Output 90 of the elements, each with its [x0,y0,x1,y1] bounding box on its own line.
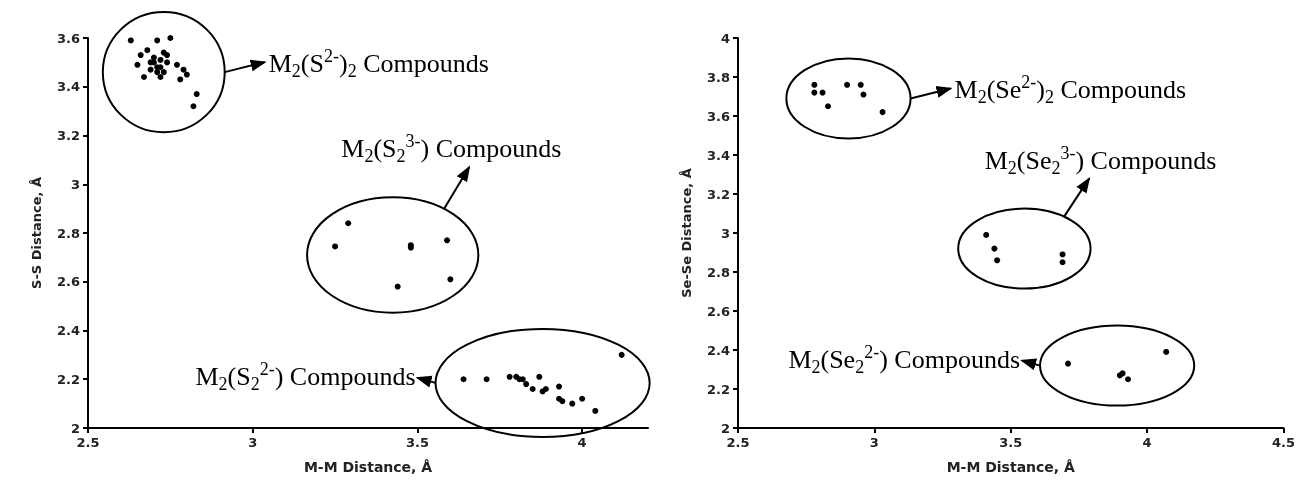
point [127,37,134,44]
y-tick-label: 3.6 [56,30,80,46]
series-label: M$_{2}$(Se$_{2}$$^{2-}$) Compounds [788,341,1021,377]
point [1065,360,1072,367]
x-tick-label: 4 [1142,435,1152,450]
point [523,381,530,388]
y-tick-label: 2.4 [56,323,80,338]
point [157,74,164,80]
y-tick-label: 2.6 [56,274,80,290]
point [160,49,167,56]
y-tick-label: 2 [720,420,730,436]
point [154,37,161,44]
y-tick-label: 3.2 [56,128,80,143]
x-tick-label: 2.5 [76,435,100,450]
point [483,376,490,383]
point [819,89,826,96]
point [991,245,998,252]
y-tick-label: 3.8 [706,69,730,85]
point [983,231,990,238]
y-tick-label: 3.4 [56,79,80,95]
point [1163,348,1170,355]
point [444,237,451,244]
x-tick-label: 3 [248,435,258,450]
y-tick-label: 4 [720,30,730,46]
series-label: M$_{2}$(S$_{2}$$^{2-}$) Compounds [195,359,416,395]
point [1125,376,1132,383]
point [994,257,1001,264]
text: M$_{2}$(S$_{2}$$^{3-}$) Compounds [341,131,562,167]
y-tick-label: 2.2 [56,371,80,387]
text: M$_{2}$(Se$_{2}$$^{3-}$) Compounds [984,142,1217,178]
point [447,276,454,283]
point [460,376,467,383]
point [579,395,586,402]
y-tick-label: 2.2 [706,381,730,397]
point [1059,251,1066,258]
point [147,66,154,73]
point [167,35,174,41]
point [173,61,180,68]
point [811,89,818,96]
point [134,61,141,68]
point [1059,259,1066,266]
point [164,59,171,66]
point [332,243,339,250]
y-tick-label: 2 [70,420,80,436]
y-tick-label: 3 [720,225,730,241]
point [144,47,151,54]
y-tick-label: 3 [70,176,80,192]
point [193,91,200,98]
point [137,52,144,59]
legend-label: M$_{2}$(Se$^{2-}$)$_{2}$ Compounds [954,72,1187,108]
point [825,103,832,110]
x-tick-label: 2.5 [726,435,750,450]
point [860,91,867,98]
point [177,76,184,83]
x-tick-label: 3 [869,435,879,450]
y-tick-label: 2.8 [706,264,730,280]
legend-label: M$_{2}$(S$^{2-}$)$_{2}$ Compounds [268,46,489,82]
point [506,373,513,380]
x-tick-label: 3.5 [405,435,429,450]
x-axis-title: M-M Distance, Å [303,459,433,475]
point [844,81,851,88]
point [190,103,197,110]
point [141,74,147,80]
y-tick-label: 3.2 [706,186,730,202]
x-tick-label: 4.5 [1271,435,1295,450]
point [183,71,190,78]
point [879,109,886,116]
y-tick-label: 2.6 [706,303,730,319]
point [394,283,401,290]
y-tick-label: 2.8 [56,225,80,241]
point [154,69,161,76]
point [569,400,576,407]
y-axis-title: S-S Distance, Å [29,177,44,289]
y-tick-label: 3.6 [706,108,730,124]
x-axis-title: M-M Distance, Å [946,459,1076,475]
y-axis-title: Se-Se Distance, Å [679,168,694,298]
point [536,373,543,380]
point [811,81,818,88]
point [157,56,164,63]
point [592,407,599,414]
x-tick-label: 4 [577,435,587,450]
x-tick-label: 3.5 [999,435,1023,450]
y-tick-label: 2.4 [706,342,730,358]
point [618,351,625,358]
point [857,81,864,88]
y-tick-label: 3.4 [706,147,730,163]
point [529,386,536,392]
point [150,54,157,61]
point [345,220,352,227]
point [556,383,563,390]
